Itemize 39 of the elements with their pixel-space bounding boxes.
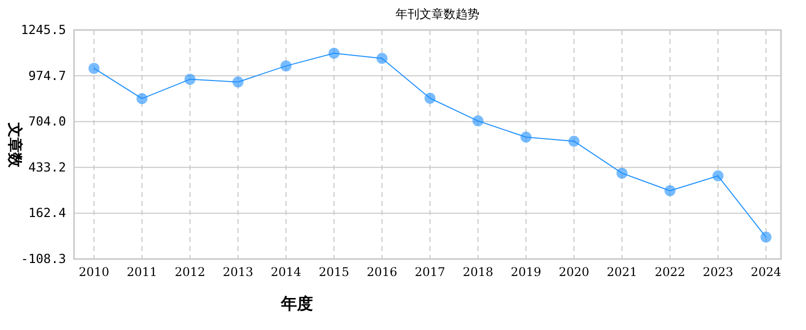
x-tick-label: 2011	[126, 265, 158, 279]
point	[712, 170, 724, 182]
y-tick-label: 1245.5	[20, 22, 66, 37]
point	[88, 62, 100, 74]
point	[760, 232, 772, 243]
x-axis-title: 年度	[280, 294, 313, 313]
x-tick-label: 2013	[222, 265, 254, 279]
x-tick-label: 2017	[414, 265, 446, 279]
x-tick-label: 2012	[174, 265, 206, 279]
point	[376, 52, 388, 64]
x-tick-label: 2022	[654, 265, 686, 279]
y-axis-title: 文章数	[6, 122, 24, 168]
x-tick-label: 2016	[366, 265, 398, 279]
point	[520, 132, 532, 143]
x-tick-label: 2019	[510, 265, 542, 279]
x-tick-label: 2010	[78, 265, 110, 279]
point	[232, 76, 244, 88]
point	[184, 74, 196, 85]
y-tick-label: 433.2	[28, 159, 66, 174]
point	[280, 60, 292, 72]
y-tick-label: -108.3	[20, 251, 66, 266]
x-tick-label: 2024	[750, 265, 782, 279]
point	[136, 93, 148, 104]
point	[568, 136, 580, 147]
point	[424, 92, 436, 104]
point	[472, 115, 484, 126]
x-tick-label: 2023	[702, 265, 734, 279]
x-tick-label: 2018	[462, 265, 494, 279]
y-tick-label: 704.0	[28, 114, 66, 129]
point	[328, 48, 340, 59]
x-tick-label: 2014	[270, 265, 302, 279]
x-tick-label: 2020	[558, 265, 590, 279]
point	[664, 185, 676, 196]
chart-title: 年刊文章数趋势	[396, 7, 480, 21]
point	[616, 168, 628, 179]
y-tick-label: 974.7	[28, 68, 66, 83]
x-tick-label: 2015	[318, 265, 350, 279]
y-tick-label: 162.4	[28, 205, 66, 220]
x-tick-label: 2021	[606, 265, 638, 279]
